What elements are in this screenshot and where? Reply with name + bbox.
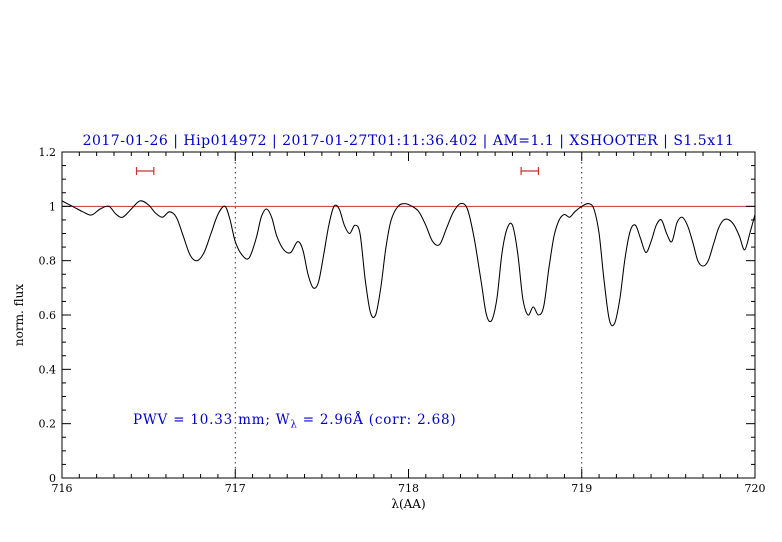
y-tick-label: 1 [49,200,56,213]
lambda-subscript: λ [290,419,298,431]
x-tick-label: 719 [571,482,592,495]
spectrum-line [61,200,756,327]
y-axis-label: norm. flux [12,283,26,347]
y-tick-label: 0.2 [39,418,57,431]
x-tick-label: 720 [745,482,766,495]
x-tick-label: 717 [225,482,246,495]
pwv-annotation-text-2: = 2.96Å (corr: 2.68) [297,412,457,428]
y-tick-label: 0.6 [39,309,57,322]
y-tick-label: 0.8 [39,255,57,268]
y-tick-label: 1.2 [39,146,57,159]
x-tick-label: 716 [52,482,73,495]
y-tick-label: 0 [49,472,56,485]
pwv-annotation-text: PWV = 10.33 mm; W [133,412,291,428]
x-tick-label: 718 [398,482,419,495]
y-tick-label: 0.4 [39,363,57,376]
pwv-annotation: PWV = 10.33 mm; Wλ = 2.96Å (corr: 2.68) [133,412,456,431]
x-axis-label: λ(AA) [391,497,426,511]
plot-title: 2017-01-26 | Hip014972 | 2017-01-27T01:1… [82,133,735,149]
